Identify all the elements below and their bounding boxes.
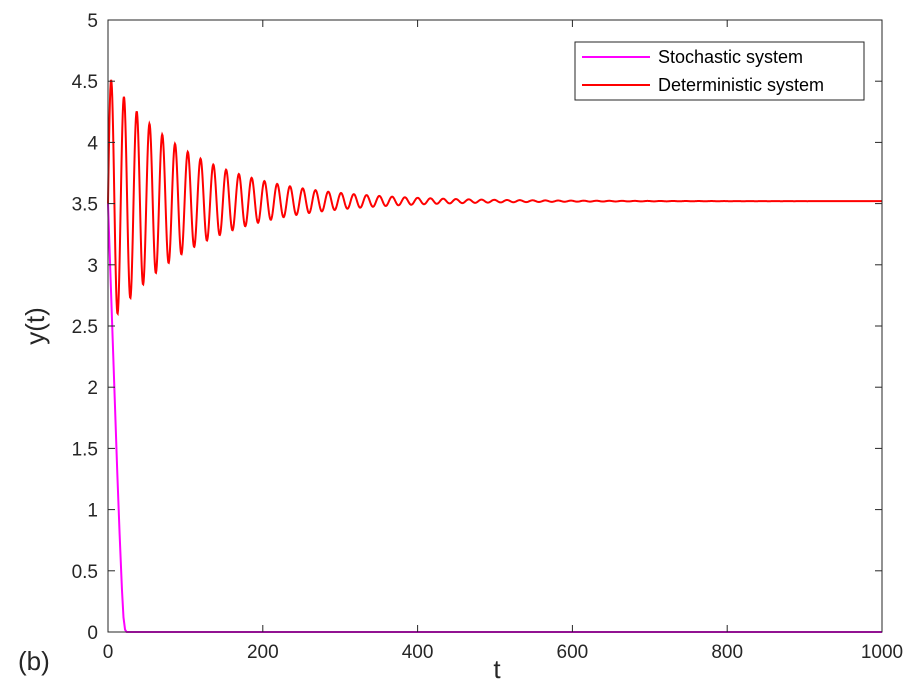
panel-label: (b) [18,646,50,676]
y-tick-label: 0 [87,623,98,644]
y-tick-label: 2 [87,378,98,399]
x-tick-label: 0 [103,642,114,663]
legend: Stochastic system Deterministic system [574,41,865,101]
y-tick-label: 5 [87,11,98,32]
x-tick-label: 400 [402,642,434,663]
y-tick-label: 1.5 [72,439,98,460]
x-axis-label: t [493,654,501,684]
legend-label-stochastic: Stochastic system [658,47,803,67]
y-tick-label: 3 [87,256,98,277]
legend-box [574,41,865,101]
axes-box [107,19,883,633]
x-tick-label: 600 [557,642,589,663]
y-tick-label: 2.5 [72,317,98,338]
y-tick-label: 4 [87,133,98,154]
plot-area [107,79,882,633]
x-tick-label: 800 [711,642,743,663]
y-tick-label: 4.5 [72,72,98,93]
y-axis-label: y(t) [20,307,50,345]
y-tick-label: 0.5 [72,562,98,583]
stochastic-system-line [107,203,882,633]
x-tick-label: 1000 [861,642,903,663]
legend-label-deterministic: Deterministic system [658,75,824,95]
y-tick-label: 1 [87,501,98,522]
x-tick-label: 200 [247,642,279,663]
y-tick-label: 3.5 [72,195,98,216]
deterministic-system-line [107,79,882,317]
